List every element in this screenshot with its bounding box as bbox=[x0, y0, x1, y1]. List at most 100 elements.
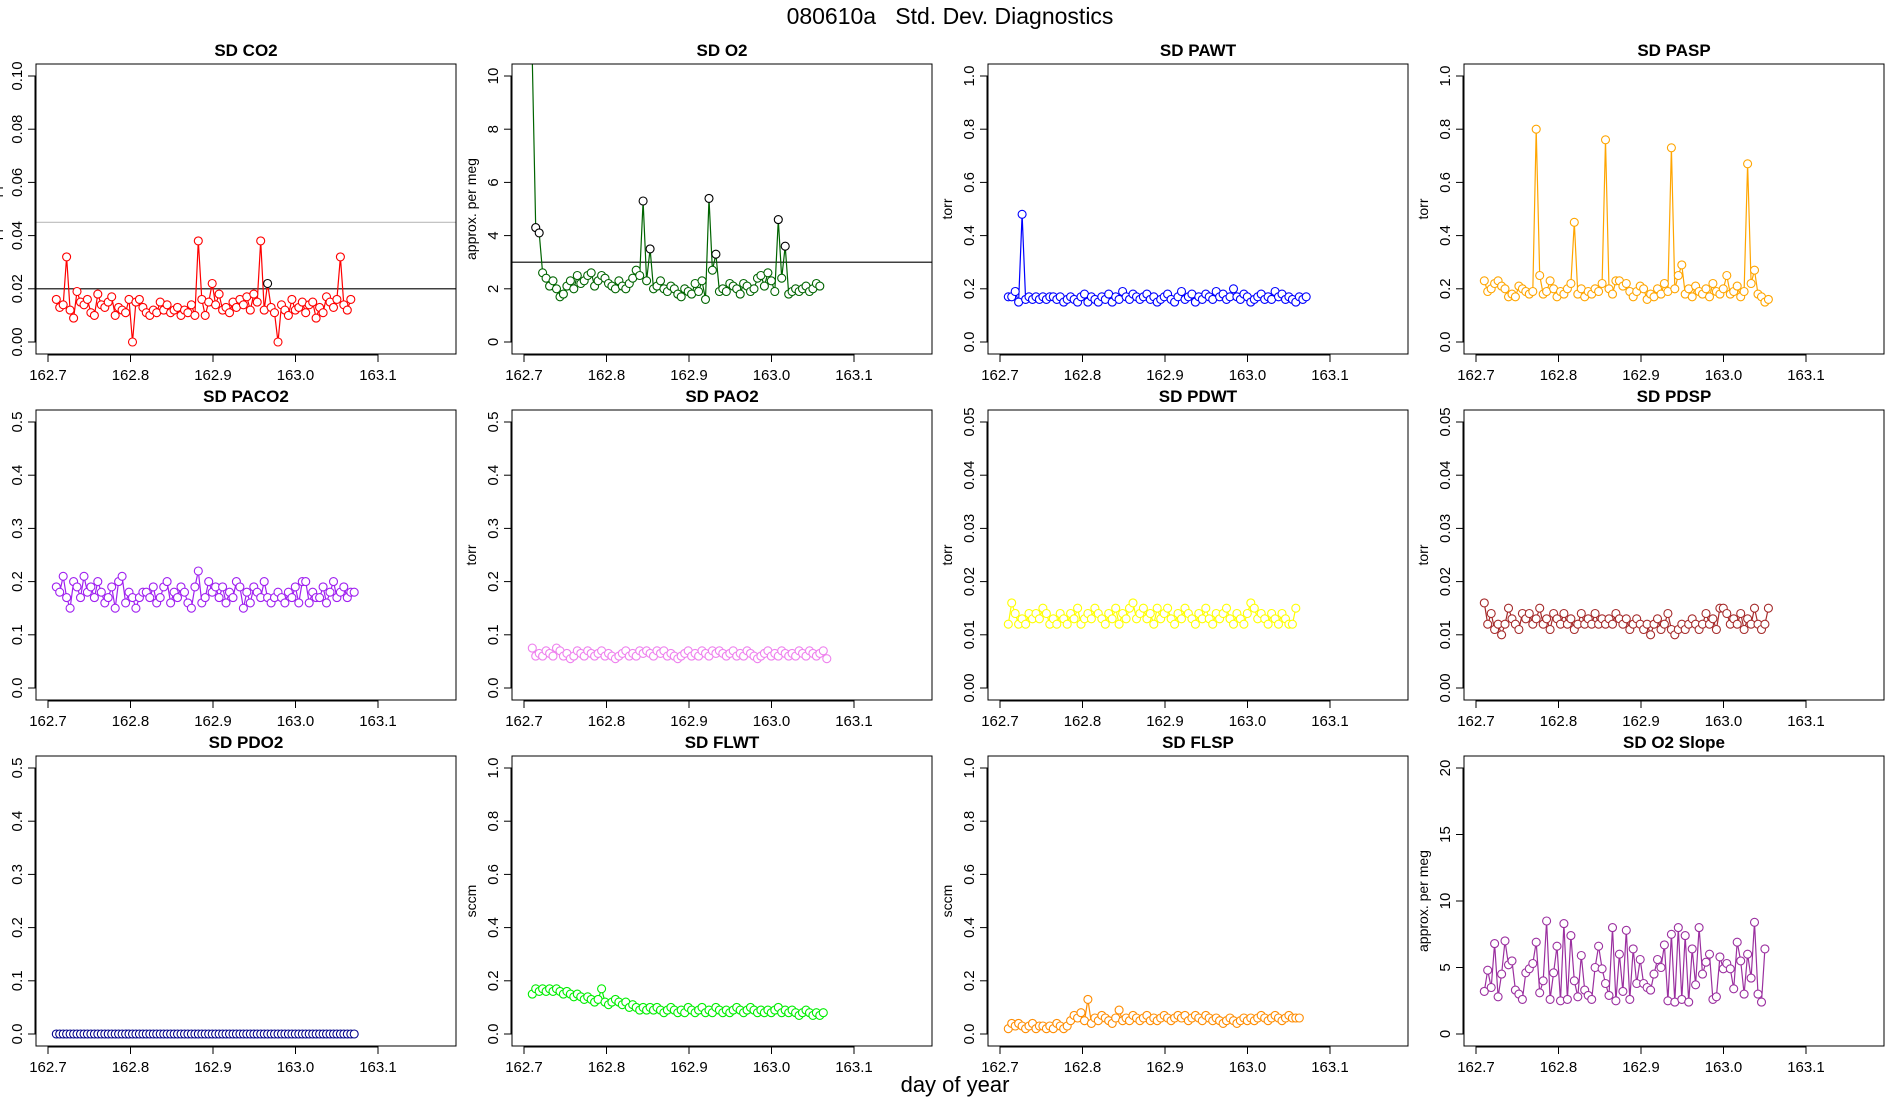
panel-ylabel: torr bbox=[1415, 198, 1431, 219]
data-point bbox=[193, 566, 203, 576]
panel-sd-o2: SD O2 approx. per meg 0 2 4 6 8 10 162.7 162.8 162… bbox=[463, 41, 933, 384]
data-point bbox=[1656, 962, 1666, 973]
x-tick-label: 163.0 bbox=[277, 367, 315, 384]
data-point bbox=[1659, 278, 1669, 289]
data-point bbox=[1736, 956, 1746, 966]
y-tick-label: 0.0 bbox=[485, 678, 502, 699]
data-point bbox=[186, 603, 196, 613]
series bbox=[1479, 916, 1770, 1007]
y-tick-label: 0.05 bbox=[961, 407, 978, 436]
panel-ylabel: sccm bbox=[939, 885, 955, 918]
x-tick-label: 162.9 bbox=[1622, 1059, 1660, 1076]
y-tick-label: 0.00 bbox=[1437, 673, 1454, 702]
y-tick-label: 0.0 bbox=[9, 678, 26, 699]
y-tick-label: 0.0 bbox=[961, 332, 978, 353]
data-point bbox=[1562, 994, 1572, 1004]
y-tick-label: 0.4 bbox=[485, 917, 502, 938]
series bbox=[1003, 994, 1304, 1034]
y-tick-label: 10 bbox=[1437, 893, 1454, 910]
data-point bbox=[763, 268, 773, 278]
data-point bbox=[1670, 284, 1680, 294]
data-point bbox=[1479, 598, 1489, 608]
series bbox=[1003, 209, 1311, 307]
data-point bbox=[58, 571, 68, 581]
x-tick-label: 163.0 bbox=[1229, 713, 1267, 730]
data-point bbox=[1535, 603, 1545, 613]
data-point bbox=[1500, 284, 1510, 294]
y-tick-label: 0.0 bbox=[9, 1024, 26, 1045]
panel-title: SD FLWT bbox=[685, 733, 760, 752]
x-tick-label: 162.8 bbox=[1064, 367, 1102, 384]
x-tick-label: 162.7 bbox=[981, 367, 1019, 384]
data-point bbox=[1611, 996, 1621, 1006]
data-point bbox=[1607, 619, 1618, 629]
data-point bbox=[256, 236, 266, 246]
x-tick-label: 163.1 bbox=[359, 367, 397, 384]
y-tick-label: 0.2 bbox=[9, 571, 26, 592]
data-point bbox=[1763, 294, 1773, 304]
x-tick-label: 162.7 bbox=[1457, 367, 1495, 384]
data-point bbox=[332, 294, 342, 304]
data-point bbox=[1239, 619, 1249, 629]
data-point bbox=[1076, 1008, 1086, 1018]
data-point bbox=[1746, 973, 1756, 983]
data-point bbox=[759, 281, 769, 291]
data-point bbox=[707, 265, 717, 275]
data-point bbox=[1594, 286, 1604, 297]
data-point bbox=[304, 598, 314, 608]
data-point bbox=[318, 582, 328, 592]
data-point bbox=[1301, 292, 1311, 302]
x-tick-label: 163.0 bbox=[1705, 367, 1743, 384]
panel-title: SD O2 Slope bbox=[1623, 733, 1725, 752]
data-point bbox=[318, 308, 328, 318]
data-point bbox=[252, 297, 262, 307]
y-tick-label: 0.6 bbox=[961, 864, 978, 885]
panel-sd-flsp: SD FLSP sccm 0.0 0.2 0.4 0.6 0.8 1.0 162.7 162.8 1… bbox=[939, 733, 1409, 1076]
y-tick-label: 8 bbox=[485, 125, 502, 133]
x-tick-label: 162.9 bbox=[670, 713, 708, 730]
plot-frame bbox=[1463, 63, 1885, 355]
series bbox=[1479, 124, 1773, 307]
series bbox=[527, 984, 828, 1020]
data-point bbox=[131, 603, 141, 613]
y-tick-label: 1.0 bbox=[1437, 66, 1454, 87]
data-point bbox=[1249, 603, 1259, 613]
y-tick-label: 0 bbox=[1437, 1030, 1454, 1038]
panel-sd-flwt: SD FLWT sccm 0.0 0.2 0.4 0.6 0.8 1.0 162.7 162.8 1… bbox=[463, 733, 933, 1076]
data-point bbox=[1590, 608, 1600, 619]
data-point bbox=[645, 244, 655, 254]
panel-title: SD PAO2 bbox=[685, 387, 758, 406]
data-point bbox=[1528, 286, 1538, 297]
data-point bbox=[1500, 936, 1510, 946]
plot-frame bbox=[35, 409, 457, 701]
data-point bbox=[1701, 608, 1711, 619]
data-point bbox=[1739, 624, 1749, 635]
data-point bbox=[1559, 919, 1569, 929]
x-tick-label: 162.8 bbox=[588, 713, 626, 730]
data-point bbox=[1535, 988, 1545, 998]
x-tick-label: 162.8 bbox=[112, 1059, 150, 1076]
data-point bbox=[1618, 986, 1628, 996]
data-point bbox=[1228, 284, 1239, 294]
x-tick-label: 162.8 bbox=[112, 713, 150, 730]
y-tick-label: 6 bbox=[485, 178, 502, 186]
panel-title: SD PDWT bbox=[1159, 387, 1238, 406]
data-point bbox=[1666, 143, 1676, 153]
data-point bbox=[1483, 965, 1493, 975]
data-point bbox=[548, 651, 558, 661]
data-point bbox=[287, 294, 297, 304]
panel-sd-pao2: SD PAO2 torr 0.0 0.1 0.2 0.3 0.4 0.5 162.7 162.8 1… bbox=[463, 387, 933, 730]
data-point bbox=[1732, 937, 1742, 947]
data-point bbox=[1003, 619, 1013, 629]
data-point bbox=[1559, 608, 1569, 619]
x-tick-label: 162.9 bbox=[1146, 713, 1184, 730]
series bbox=[51, 566, 359, 613]
data-point bbox=[780, 241, 790, 251]
data-point bbox=[287, 593, 297, 603]
data-point bbox=[1614, 949, 1624, 959]
data-point bbox=[766, 276, 776, 286]
data-point bbox=[1121, 614, 1131, 624]
data-point bbox=[1566, 931, 1576, 941]
panel-title: SD PASP bbox=[1637, 41, 1710, 60]
series bbox=[51, 1029, 359, 1039]
